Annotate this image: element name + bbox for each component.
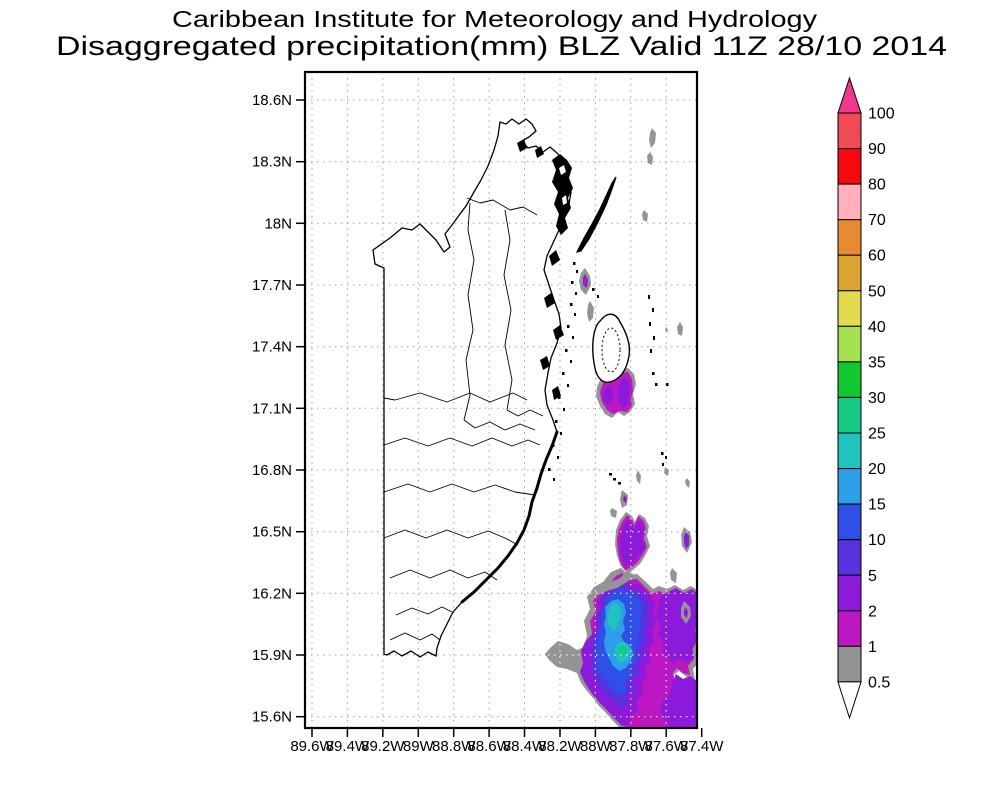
colorbar-label: 90 — [868, 141, 886, 158]
colorbar-arrow-top — [837, 76, 862, 114]
colorbar-label: 40 — [868, 319, 886, 336]
x-tick-label: 88W — [580, 738, 612, 755]
x-tick-label: 88.6W — [467, 738, 511, 755]
caye-specks — [548, 262, 669, 485]
turneffe-atoll — [592, 313, 631, 383]
colorbar-segment — [837, 503, 862, 541]
x-tick-label: 87.6W — [645, 738, 689, 755]
colorbar-segment — [837, 432, 862, 470]
y-tick-label: 15.9N — [252, 647, 292, 664]
x-tick-label: 89.4W — [326, 738, 370, 755]
precip-core-cyan-upper — [607, 603, 621, 631]
axis-ticks — [296, 99, 703, 737]
colorbar: 100 90 80 70 60 50 40 35 30 25 20 15 10 … — [837, 76, 895, 720]
y-tick-label: 18.6N — [252, 92, 292, 109]
y-tick-label: 16.8N — [252, 462, 292, 479]
shipstern-peninsula — [552, 154, 573, 235]
colorbar-segment — [837, 539, 862, 576]
precip-gray-specks — [587, 128, 690, 583]
internal-boundaries — [383, 197, 544, 641]
colorbar-label: 80 — [868, 177, 886, 194]
colorbar-label: 5 — [868, 568, 877, 585]
y-tick-label: 17.1N — [252, 400, 292, 417]
x-tick-label: 88.4W — [503, 738, 547, 755]
grid-over-shading — [548, 500, 697, 728]
colorbar-label: 25 — [868, 426, 886, 443]
x-tick-label: 87.4W — [680, 738, 724, 755]
colorbar-label: 60 — [868, 248, 886, 265]
colorbar-segment — [837, 574, 862, 612]
colorbar-segment — [837, 396, 862, 434]
precip-lobe-purple — [660, 674, 697, 728]
x-tick-label: 87.8W — [609, 738, 653, 755]
colorbar-label: 1 — [868, 639, 877, 656]
colorbar-segment — [837, 219, 862, 256]
x-tick-label: 88.8W — [432, 738, 476, 755]
x-tick-label: 88.2W — [538, 738, 582, 755]
ambergris-caye — [575, 176, 617, 253]
x-tick-label: 89W — [403, 738, 435, 755]
y-tick-label: 18N — [264, 215, 292, 232]
coast-thick-segment — [460, 430, 559, 604]
colorbar-segment — [837, 148, 862, 185]
colorbar-label: 70 — [868, 212, 886, 229]
turneffe-inner — [601, 327, 621, 373]
colorbar-label: 35 — [868, 354, 886, 371]
precip-shading — [545, 128, 697, 728]
x-tick-label: 89.6W — [290, 738, 334, 755]
x-tick-label: 89.2W — [361, 738, 405, 755]
colorbar-label: 2 — [868, 603, 877, 620]
precip-171-purple-left — [603, 385, 613, 406]
shipstern-hole1 — [559, 165, 566, 175]
colorbar-label: 50 — [868, 283, 886, 300]
map-outlines — [372, 118, 669, 658]
page-title: Caribbean Institute for Meteorology and … — [172, 6, 818, 32]
colorbar-labels: 100 90 80 70 60 50 40 35 30 25 20 15 10 … — [868, 106, 895, 692]
colorbar-label: 10 — [868, 532, 886, 549]
colorbar-segments — [837, 112, 862, 683]
colorbar-segment — [837, 254, 862, 292]
y-tick-label: 18.3N — [252, 154, 292, 171]
grid-lines — [305, 72, 697, 728]
colorbar-label: 100 — [868, 106, 895, 123]
y-tick-label: 17.7N — [252, 277, 292, 294]
colorbar-segment — [837, 183, 862, 221]
colorbar-segment — [837, 468, 862, 505]
colorbar-segment — [837, 290, 862, 327]
colorbar-label: 20 — [868, 461, 886, 478]
precip-165-purple — [620, 519, 645, 566]
precip-165-gray-tail — [594, 570, 634, 595]
precip-171-purple-right — [617, 377, 630, 408]
colorbar-segment — [837, 325, 862, 363]
precip-177-magenta — [584, 278, 587, 285]
map-frame — [303, 70, 699, 730]
colorbar-label: 15 — [868, 497, 886, 514]
colorbar-segment — [837, 610, 862, 647]
y-tick-label: 16.5N — [252, 524, 292, 541]
colorbar-arrow-bottom — [837, 681, 862, 720]
y-tick-label: 16.2N — [252, 585, 292, 602]
y-tick-label: 15.6N — [252, 709, 292, 726]
page-subtitle: Disaggregated precipitation(mm) BLZ Vali… — [56, 31, 947, 61]
colorbar-segment — [837, 112, 862, 150]
y-tick-label: 17.4N — [252, 339, 292, 356]
precip-edge-diamonds — [681, 527, 692, 624]
colorbar-segment — [837, 645, 862, 683]
x-axis-labels: 89.6W 89.4W 89.2W 89W 88.8W 88.6W 88.4W … — [290, 738, 724, 755]
y-axis-labels: 18.6N 18.3N 18N 17.7N 17.4N 17.1N 16.8N … — [252, 92, 292, 726]
shipstern-hole2 — [562, 195, 567, 205]
colorbar-label: 0.5 — [868, 675, 890, 692]
colorbar-segment — [837, 361, 862, 398]
colorbar-label: 30 — [868, 390, 886, 407]
